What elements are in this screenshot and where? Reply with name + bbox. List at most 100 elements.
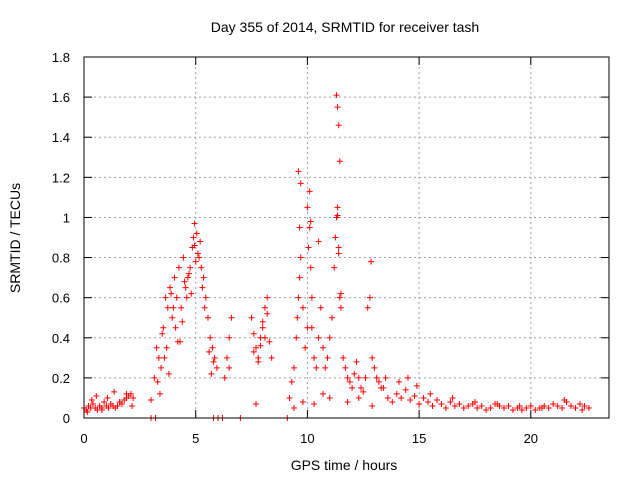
data-point [204, 314, 211, 321]
data-point [209, 344, 216, 351]
data-point [297, 254, 304, 261]
data-point [295, 294, 302, 301]
data-point [313, 364, 320, 371]
x-tick-label: 20 [524, 431, 538, 446]
data-point [349, 384, 356, 391]
y-tick-label: 1.8 [52, 50, 70, 65]
data-point [344, 374, 351, 381]
data-point [299, 398, 306, 405]
data-point [116, 398, 123, 405]
data-point [207, 334, 214, 341]
data-point [335, 250, 342, 257]
x-tick-label: 10 [300, 431, 314, 446]
data-point [98, 406, 105, 413]
data-point [161, 354, 168, 361]
data-point [483, 406, 490, 413]
data-point [465, 402, 472, 409]
data-point [293, 334, 300, 341]
data-point [333, 92, 340, 99]
data-point [169, 314, 176, 321]
data-point [456, 400, 463, 407]
data-point [288, 378, 295, 385]
data-point [494, 400, 501, 407]
data-point [389, 398, 396, 405]
data-point [317, 304, 324, 311]
data-point [297, 180, 304, 187]
data-point [162, 294, 169, 301]
data-point [315, 334, 322, 341]
data-point [151, 374, 158, 381]
data-point [253, 344, 260, 351]
data-point [308, 324, 315, 331]
data-point [286, 394, 293, 401]
data-point [442, 404, 449, 411]
data-point [180, 254, 187, 261]
data-point [175, 264, 182, 271]
data-point [335, 244, 342, 251]
y-tick-label: 1.2 [52, 170, 70, 185]
data-point [164, 304, 171, 311]
data-point [358, 384, 365, 391]
data-point [320, 344, 327, 351]
data-point [306, 188, 313, 195]
data-point [322, 364, 329, 371]
data-point [259, 318, 266, 325]
data-point [261, 334, 268, 341]
y-tick-label: 1.4 [52, 130, 70, 145]
data-point [295, 168, 302, 175]
data-point [213, 364, 220, 371]
data-point [416, 400, 423, 407]
data-point [194, 250, 201, 257]
data-point [336, 158, 343, 165]
data-point [197, 238, 204, 245]
data-point [368, 258, 375, 265]
data-point [192, 258, 199, 265]
data-point [182, 284, 189, 291]
data-point [159, 330, 166, 337]
data-point [167, 284, 174, 291]
data-point [380, 384, 387, 391]
data-point [393, 390, 400, 397]
data-point [581, 402, 588, 409]
data-point [198, 264, 205, 271]
data-point [545, 404, 552, 411]
data-point [228, 314, 235, 321]
y-tick-label: 0 [63, 411, 70, 426]
data-point [474, 404, 481, 411]
data-point [407, 396, 414, 403]
data-point [259, 324, 266, 331]
data-point [384, 394, 391, 401]
data-point [221, 374, 228, 381]
data-point [174, 338, 181, 345]
data-point [187, 264, 194, 271]
data-point [156, 390, 163, 397]
data-point [585, 404, 592, 411]
data-point [331, 264, 338, 271]
data-point [576, 400, 583, 407]
data-point [337, 304, 344, 311]
data-point [248, 314, 255, 321]
data-point [226, 364, 233, 371]
chart-title: Day 355 of 2014, SRMTID for receiver tas… [211, 19, 479, 35]
data-point [114, 402, 121, 409]
data-point [449, 394, 456, 401]
data-point [296, 224, 303, 231]
data-point [447, 398, 454, 405]
data-point [307, 264, 314, 271]
data-point [336, 294, 343, 301]
data-point [334, 204, 341, 211]
data-point [326, 394, 333, 401]
data-point [532, 406, 539, 413]
data-point [411, 392, 418, 399]
data-point [438, 400, 445, 407]
data-point [163, 344, 170, 351]
data-point [304, 204, 311, 211]
data-point [337, 290, 344, 297]
data-point [188, 290, 195, 297]
data-point [170, 304, 177, 311]
data-point [250, 330, 257, 337]
data-point [294, 314, 301, 321]
data-point [420, 394, 427, 401]
data-point [335, 122, 342, 129]
data-point [178, 304, 185, 311]
